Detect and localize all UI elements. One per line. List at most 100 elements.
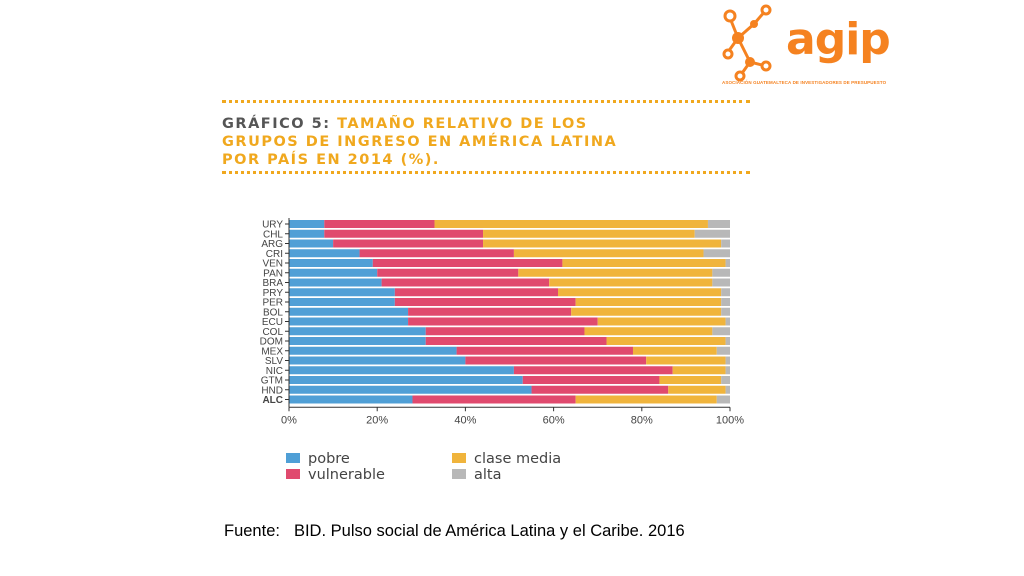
bar-alc-vulnerable [412, 395, 576, 404]
bar-bra-pobre [289, 278, 382, 287]
bar-chl-vulnerable [324, 229, 484, 238]
legend-label-alta: alta [474, 467, 502, 483]
y-tick-label-col: COL [262, 327, 283, 338]
source-text: BID. Pulso social de América Latina y el… [293, 522, 685, 540]
bar-hnd-clase-media [668, 385, 726, 394]
y-tick-label-pry: PRY [263, 288, 284, 299]
bar-ecu-vulnerable [408, 317, 598, 326]
bar-ven-vulnerable [372, 259, 563, 267]
bar-chl-clase-media [483, 229, 695, 238]
bar-alc-alta [716, 395, 730, 404]
stacked-bar-chart: URYCHLARGCRIVENPANBRAPRYPERBOLECUCOLDOMM… [260, 218, 744, 483]
bar-per-pobre [289, 298, 395, 306]
bar-nic-vulnerable [513, 366, 673, 375]
bar-slv-pobre [289, 356, 466, 365]
bar-gtm-clase-media [659, 376, 722, 384]
bar-ury-alta [707, 220, 730, 228]
bar-pry-alta [721, 288, 730, 297]
bar-ury-pobre [289, 220, 325, 228]
legend-label-clase-media: clase media [474, 451, 561, 467]
legend-swatch-pobre [286, 453, 300, 463]
bar-mex-vulnerable [456, 346, 633, 355]
bar-ven-pobre [289, 259, 373, 267]
y-tick-label-bra: BRA [262, 278, 283, 289]
bar-ury-clase-media [434, 220, 708, 228]
y-tick-label-cri: CRI [266, 249, 283, 260]
bar-ury-vulnerable [324, 220, 435, 228]
x-tick-label-80: 80% [631, 414, 653, 426]
bar-slv-vulnerable [465, 356, 647, 365]
bar-pry-vulnerable [394, 288, 559, 297]
bar-pan-pobre [289, 268, 378, 277]
bar-mex-clase-media [632, 346, 717, 355]
y-tick-label-slv: SLV [265, 356, 283, 367]
bar-ecu-clase-media [597, 317, 726, 326]
legend-swatch-alta [452, 469, 466, 479]
bar-dom-pobre [289, 337, 426, 345]
bar-ecu-pobre [289, 317, 409, 326]
chart-title-line2: GRUPOS DE INGRESO EN AMÉRICA LATINA [222, 134, 618, 150]
bar-pry-clase-media [558, 288, 722, 297]
bar-bol-alta [721, 307, 730, 316]
bar-col-alta [712, 327, 730, 336]
bar-slv-alta [725, 356, 730, 365]
agip-logo-icon [722, 4, 772, 82]
bar-ven-alta [725, 259, 730, 267]
y-tick-label-gtm: GTM [261, 376, 283, 387]
legend-swatch-clase-media [452, 453, 466, 463]
y-tick-label-ury: URY [262, 220, 283, 231]
bar-nic-clase-media [672, 366, 726, 375]
bar-dom-alta [725, 337, 730, 345]
bar-mex-pobre [289, 346, 457, 355]
y-tick-label-dom: DOM [260, 337, 283, 348]
legend-label-pobre: pobre [308, 451, 350, 467]
logo-wordmark: agip [786, 14, 891, 65]
bar-gtm-vulnerable [522, 376, 660, 384]
bar-cri-alta [703, 249, 730, 258]
y-tick-label-arg: ARG [261, 239, 283, 250]
y-tick-label-mex: MEX [261, 346, 283, 357]
logo-subtitle: ASOCIACIÓN GUATEMALTECA DE INVESTIGADORE… [722, 80, 887, 85]
legend-swatch-vulnerable [286, 469, 300, 479]
bar-hnd-pobre [289, 385, 532, 394]
bar-bra-vulnerable [381, 278, 550, 287]
x-tick-label-20: 20% [366, 414, 388, 426]
title-divider-top [222, 100, 750, 103]
bar-cri-vulnerable [359, 249, 514, 258]
bar-bol-clase-media [571, 307, 722, 316]
bar-arg-alta [721, 239, 730, 248]
x-tick-label-100: 100% [716, 414, 744, 426]
bar-ecu-alta [725, 317, 730, 326]
bar-arg-clase-media [483, 239, 722, 248]
bar-per-vulnerable [394, 298, 576, 306]
bar-ven-clase-media [562, 259, 726, 267]
chart-title-line3: POR PAÍS EN 2014 (%). [222, 152, 440, 168]
legend-label-vulnerable: vulnerable [308, 467, 385, 483]
chart-title-line1: TAMAÑO RELATIVO DE LOS [337, 116, 588, 132]
bar-nic-pobre [289, 366, 514, 375]
chart-panel: URY CHL ARG CRI VEN PAN BRA PRY PER BOL ECU COL DOM M… [216, 180, 756, 502]
bar-gtm-alta [721, 376, 730, 384]
source-note: Fuente: BID. Pulso social de América Lati… [224, 522, 685, 541]
bar-pry-pobre [289, 288, 395, 297]
bar-bol-vulnerable [408, 307, 572, 316]
x-tick-label-60: 60% [543, 414, 565, 426]
y-tick-label-bol: BOL [263, 307, 283, 318]
bar-col-vulnerable [425, 327, 585, 336]
y-tick-label-hnd: HND [261, 385, 283, 396]
bar-col-pobre [289, 327, 426, 336]
bar-per-alta [721, 298, 730, 306]
chart-title-lead: GRÁFICO 5: [222, 116, 331, 132]
bar-per-clase-media [575, 298, 722, 306]
bar-cri-clase-media [513, 249, 704, 258]
bar-bra-clase-media [549, 278, 713, 287]
y-tick-label-ven: VEN [262, 259, 283, 270]
y-tick-label-alc: ALC [262, 395, 283, 406]
chart-title: GRÁFICO 5: TAMAÑO RELATIVO DE LOS GRUPOS… [222, 115, 762, 169]
y-tick-label-ecu: ECU [262, 317, 283, 328]
bar-gtm-pobre [289, 376, 523, 384]
x-tick-label-0: 0% [281, 414, 297, 426]
bar-nic-alta [725, 366, 730, 375]
y-tick-label-chl: CHL [263, 229, 283, 240]
bar-pan-vulnerable [377, 268, 519, 277]
